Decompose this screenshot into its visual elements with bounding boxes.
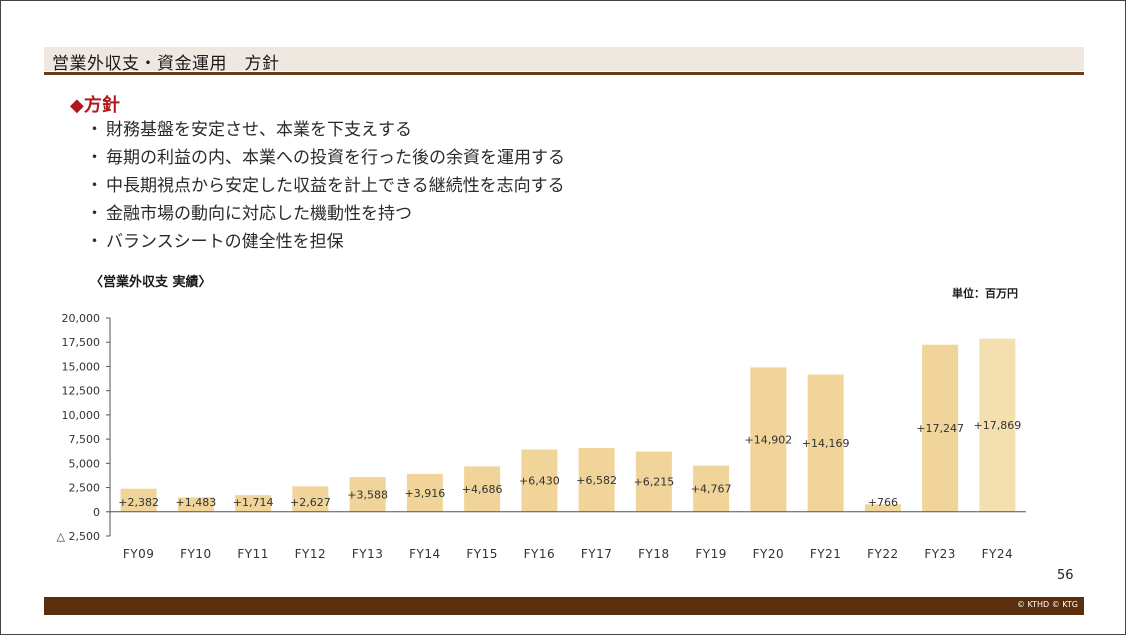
bullet-icon: ・ <box>86 232 103 252</box>
y-tick-label: 20,000 <box>62 312 101 325</box>
bar <box>693 465 730 512</box>
bar <box>177 497 214 512</box>
page-title: 営業外収支・資金運用 方針 <box>52 54 280 74</box>
x-tick-label: FY13 <box>352 547 384 561</box>
x-tick-label: FY14 <box>409 547 441 561</box>
policy-item-text: 財務基盤を安定させ、本業を下支えする <box>106 120 412 140</box>
bar <box>120 488 157 512</box>
y-tick-label: 2,500 <box>69 482 101 495</box>
data-label: +14,169 <box>802 437 850 450</box>
bar <box>292 486 329 512</box>
data-label: +3,916 <box>405 487 446 500</box>
data-label: +6,215 <box>634 476 675 489</box>
y-tick-label: 0 <box>93 506 100 519</box>
policy-item-text: 中長期視点から安定した収益を計上できる継続性を志向する <box>106 176 565 196</box>
data-label: +2,627 <box>290 496 331 509</box>
policy-item: ・金融市場の動向に対応した機動性を持つ <box>86 202 565 230</box>
x-tick-label: FY17 <box>581 547 613 561</box>
y-tick-label: △ 2,500 <box>57 530 100 543</box>
policy-item-text: 金融市場の動向に対応した機動性を持つ <box>106 204 412 224</box>
data-label: +3,588 <box>347 488 388 501</box>
bar <box>864 504 901 512</box>
unit-label: 単位：百万円 <box>952 287 1018 300</box>
x-tick-label: FY09 <box>123 547 155 561</box>
bar <box>979 338 1016 512</box>
data-label: +766 <box>868 496 898 509</box>
x-tick-label: FY16 <box>524 547 556 561</box>
bar <box>578 448 615 512</box>
data-label: +4,767 <box>691 483 732 496</box>
footer-bar: © KTHD © KTG <box>44 597 1084 615</box>
data-label: +6,430 <box>519 475 560 488</box>
y-tick-label: 15,000 <box>62 360 101 373</box>
x-tick-label: FY11 <box>237 547 269 561</box>
bar <box>807 374 844 512</box>
data-label: +1,714 <box>233 496 274 509</box>
bullet-icon: ・ <box>86 204 103 224</box>
x-tick-label: FY10 <box>180 547 212 561</box>
data-label: +17,869 <box>974 419 1022 432</box>
y-tick-label: 17,500 <box>62 336 101 349</box>
x-tick-label: FY12 <box>295 547 327 561</box>
data-label: +2,382 <box>118 496 159 509</box>
bullet-icon: ・ <box>86 176 103 196</box>
data-label: +14,902 <box>745 434 793 447</box>
policy-item: ・毎期の利益の内、本業への投資を行った後の余資を運用する <box>86 146 565 174</box>
title-rule <box>44 72 1084 75</box>
bar <box>922 344 959 512</box>
x-tick-label: FY19 <box>695 547 727 561</box>
page-number: 56 <box>1057 568 1074 583</box>
data-label: +17,247 <box>916 422 964 435</box>
x-tick-label: FY18 <box>638 547 670 561</box>
policy-item: ・財務基盤を安定させ、本業を下支えする <box>86 118 565 146</box>
y-tick-label: 5,000 <box>69 457 101 470</box>
data-label: +1,483 <box>176 496 217 509</box>
y-tick-label: 7,500 <box>69 433 101 446</box>
y-tick-label: 10,000 <box>62 409 101 422</box>
x-tick-label: FY24 <box>982 547 1014 561</box>
copyright-text: © KTHD © KTG <box>1016 600 1078 609</box>
policy-item: ・中長期視点から安定した収益を計上できる継続性を志向する <box>86 174 565 202</box>
policy-item-text: 毎期の利益の内、本業への投資を行った後の余資を運用する <box>106 148 565 168</box>
chart-section-label: 〈営業外収支 実績〉 <box>90 275 212 290</box>
bar <box>464 466 501 512</box>
policy-item: ・バランスシートの健全性を担保 <box>86 230 565 258</box>
bar <box>349 477 386 512</box>
bar <box>235 495 272 512</box>
x-tick-label: FY20 <box>753 547 785 561</box>
policy-item-text: バランスシートの健全性を担保 <box>106 232 344 252</box>
x-tick-label: FY22 <box>867 547 899 561</box>
bar-chart: △ 2,500 0 2,500 5,000 7,500 10,000 12,500 15,00… <box>57 312 1026 561</box>
bar <box>750 367 787 512</box>
bar <box>406 473 443 512</box>
bar <box>521 449 558 512</box>
bar <box>635 451 672 512</box>
y-tick-label: 12,500 <box>62 385 101 398</box>
bullet-icon: ・ <box>86 148 103 168</box>
x-tick-label: FY15 <box>466 547 498 561</box>
title-bar: 営業外収支・資金運用 方針 <box>44 47 1084 74</box>
data-label: +6,582 <box>576 474 617 487</box>
bullet-icon: ・ <box>86 120 103 140</box>
x-tick-label: FY21 <box>810 547 842 561</box>
x-tick-label: FY23 <box>924 547 956 561</box>
data-label: +4,686 <box>462 483 503 496</box>
policy-list: ・財務基盤を安定させ、本業を下支えする ・毎期の利益の内、本業への投資を行った後… <box>86 118 565 258</box>
policy-heading: ◆方針 <box>70 95 120 116</box>
